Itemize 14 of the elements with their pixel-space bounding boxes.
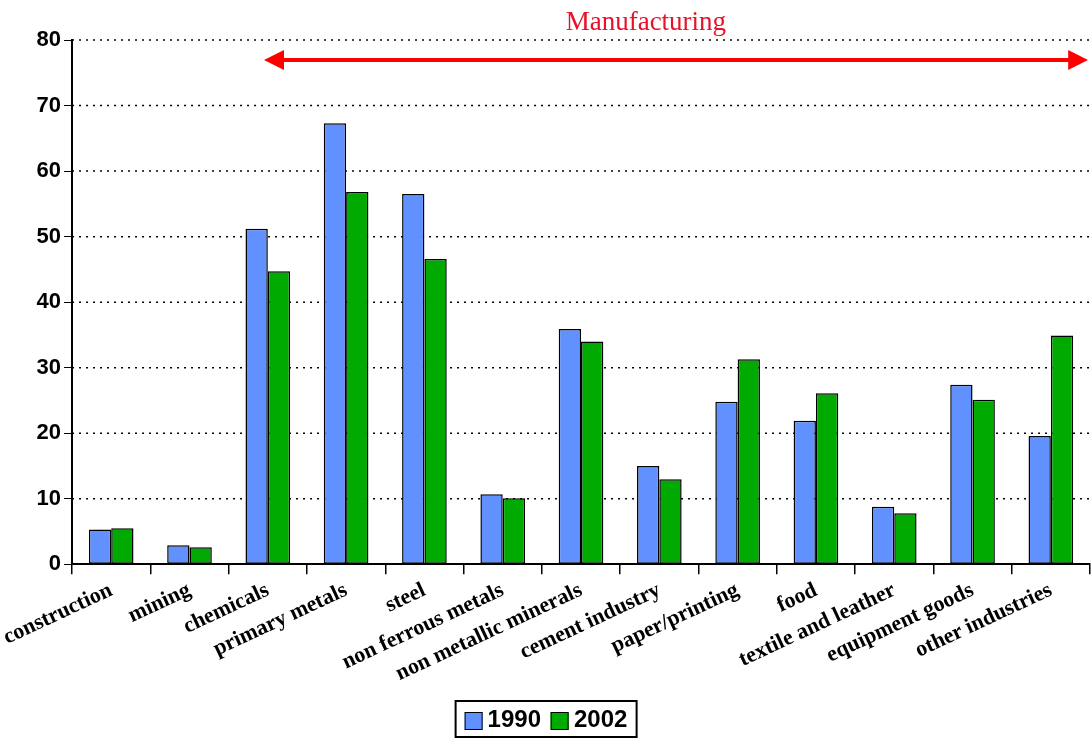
y-tick-label: 0 <box>48 550 62 576</box>
text: Manufacturing <box>565 6 727 37</box>
y-tick-label: 80 <box>36 26 62 52</box>
legend-label: 2002 <box>573 705 628 733</box>
y-tick-label: 30 <box>36 353 62 379</box>
y-tick-label: 10 <box>36 484 62 510</box>
y-tick-label: 40 <box>36 288 62 314</box>
y-tick-label: 50 <box>36 222 62 248</box>
x-tick-label: steel <box>380 576 429 617</box>
x-tick-label: food <box>772 576 821 617</box>
legend-label: 1990 <box>486 705 541 733</box>
y-tick-label: 70 <box>36 91 62 117</box>
y-tick-label: 60 <box>36 157 62 183</box>
y-tick-label: 20 <box>36 419 62 445</box>
